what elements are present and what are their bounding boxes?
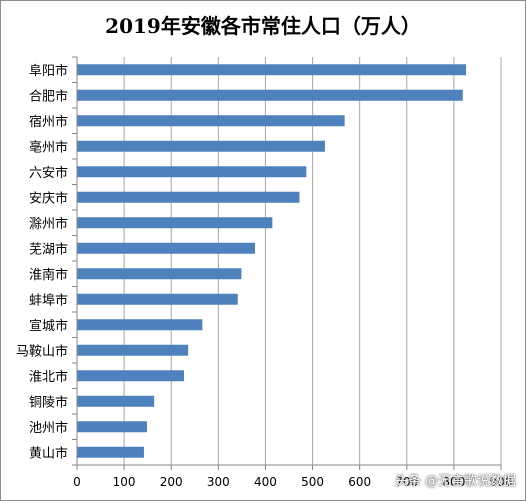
axes [72, 56, 502, 470]
x-tick-label: 300 [207, 475, 230, 489]
bar [77, 217, 273, 229]
category-label: 马鞍山市 [16, 343, 68, 359]
bar [77, 395, 155, 407]
category-label: 宣城市 [29, 318, 68, 334]
x-tick-label: 100 [113, 475, 136, 489]
bar [77, 115, 345, 127]
bar [77, 268, 242, 280]
category-label: 宿州市 [29, 114, 68, 130]
bar [77, 344, 189, 356]
category-label: 黄山市 [29, 445, 68, 461]
category-label: 池州市 [29, 420, 68, 436]
bar [77, 89, 463, 101]
category-labels: 阜阳市合肥市宿州市亳州市六安市安庆市滁州市芜湖市淮南市蚌埠市宣城市马鞍山市淮北市… [16, 63, 68, 462]
category-label: 淮南市 [29, 267, 68, 283]
bars [77, 64, 467, 458]
x-tick-label: 400 [254, 475, 277, 489]
category-label: 安庆市 [29, 190, 68, 206]
bar [77, 166, 307, 178]
bar [77, 421, 148, 433]
chart-title: 2019年安徽各市常住人口（万人） [105, 14, 421, 38]
watermark: 头条 @无言歌说数据 [394, 474, 516, 489]
bar [77, 242, 255, 254]
x-tick-label: 700 [395, 475, 418, 489]
category-label: 亳州市 [29, 139, 68, 155]
category-label: 合肥市 [29, 88, 68, 104]
bar [77, 140, 325, 152]
category-label: 蚌埠市 [29, 292, 68, 308]
x-tick-label: 800 [442, 475, 465, 489]
category-label: 阜阳市 [29, 63, 68, 79]
bar [77, 64, 467, 76]
bar [77, 191, 300, 203]
x-tick-label: 500 [301, 475, 324, 489]
category-label: 淮北市 [29, 369, 68, 385]
bar [77, 293, 238, 305]
category-label: 滁州市 [29, 216, 68, 232]
x-tick-label: 200 [160, 475, 183, 489]
category-label: 六安市 [29, 165, 68, 181]
x-tick-label: 900 [490, 475, 513, 489]
category-label: 铜陵市 [29, 394, 68, 410]
x-tick-label: 600 [348, 475, 371, 489]
x-tick-labels: 0 100 200 300 400 500 600 700 800 900 [73, 475, 512, 489]
bar [77, 319, 203, 331]
category-label: 芜湖市 [29, 241, 68, 257]
bar [77, 370, 184, 382]
x-tick-label: 0 [73, 475, 81, 489]
bar [77, 446, 144, 458]
